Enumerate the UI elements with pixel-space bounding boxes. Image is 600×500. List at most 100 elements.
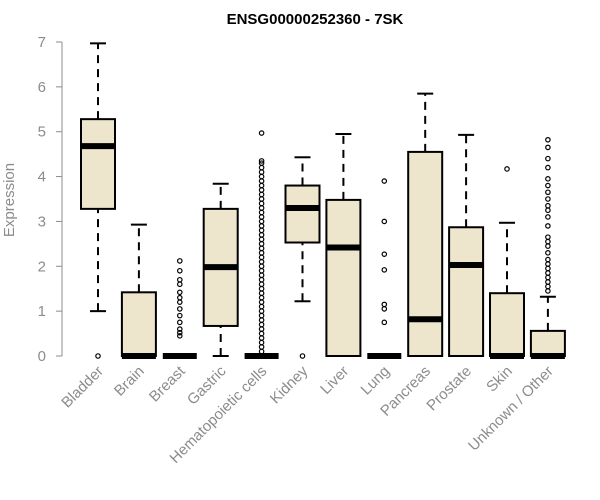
outlier-point [545,243,551,249]
outlier-point [545,265,551,272]
outlier-point [545,136,551,143]
outlier-point [545,155,551,162]
iqr-box [284,184,321,244]
outlier-point [177,294,183,301]
outlier-point [177,276,183,283]
iqr-box [120,291,157,357]
outlier-point [545,288,551,294]
outlier-point [258,196,265,202]
iqr-box [80,118,116,210]
x-tick-label: Brain [111,363,148,400]
outlier-point [258,335,265,341]
outlier-point [381,251,388,257]
outlier-point [545,196,551,202]
y-tick-label: 2 [38,258,46,275]
outlier-point [258,232,265,238]
outlier-point [258,164,265,171]
outlier-point [177,267,183,274]
box-liver [325,132,362,357]
outlier-point [258,223,265,229]
outlier-point [545,214,551,220]
outlier-point [545,261,551,267]
iqr-box [489,292,525,358]
outlier-point [258,160,265,166]
box-hematopoietic-cells [244,130,279,359]
outlier-point [545,238,551,245]
outlier-point [258,308,265,314]
outlier-point [258,241,265,247]
outlier-point [177,299,183,305]
outlier-point [381,218,388,225]
outlier-point [258,182,265,189]
y-tick-label: 5 [38,124,46,141]
outlier-point [545,164,551,171]
outlier-point [258,285,265,292]
box-gastric [202,182,239,357]
outlier-point [545,223,551,229]
outlier-point [545,279,551,285]
x-tick-label: Skin [483,363,516,396]
outlier-point [258,236,265,243]
outlier-point [258,317,265,323]
outlier-point [258,218,265,225]
outlier-point [177,281,183,288]
y-tick-label: 4 [38,169,46,186]
x-tick-label: Liver [317,363,352,398]
outlier-point [258,187,265,193]
y-tick-label: 6 [38,79,46,96]
box-breast [162,258,197,359]
outlier-point [258,209,265,216]
box-pancreas [407,92,444,357]
outlier-point [545,250,551,256]
outlier-point [258,267,265,274]
outlier-point [545,182,551,189]
outlier-point [177,326,183,332]
outlier-point [258,263,265,270]
x-tick-label: Kidney [267,362,312,407]
outlier-point [258,205,265,211]
outlier-point [258,169,265,175]
box-unknown-other [529,136,566,359]
outlier-point [258,272,265,279]
outlier-point [258,254,265,261]
outlier-point [545,274,551,281]
outlier-point [545,176,551,182]
outlier-point [177,329,183,336]
box-brain [120,223,157,359]
box-prostate [448,133,485,357]
outlier-point [545,202,551,209]
y-axis-ticks: 0 1 2 3 4 5 6 7 [38,34,62,365]
outlier-point [545,283,551,290]
outlier-point [258,299,265,305]
x-tick-label: Lung [358,363,394,399]
chart-title: ENSG00000252360 - 7SK [227,11,404,28]
y-tick-label: 1 [38,303,46,320]
outlier-point [258,258,265,265]
x-tick-label: Prostate [423,363,475,415]
outlier-point [258,294,265,301]
outlier-point [258,290,265,297]
outlier-point [545,189,551,196]
outlier-point [258,245,265,252]
outlier-point [381,319,388,326]
iqr-box [325,198,362,357]
outlier-point [258,200,265,207]
box-bladder [80,42,116,359]
outlier-point [381,267,388,273]
outlier-point [381,178,388,184]
outlier-point [258,330,265,337]
outlier-point [258,173,265,180]
y-tick-label: 0 [38,348,46,365]
outlier-point [258,326,265,332]
outlier-point [381,301,388,308]
outlier-point [258,281,265,288]
outlier-point [177,319,183,326]
outlier-point [545,207,551,214]
x-tick-label: Breast [146,362,189,405]
outlier-point [258,321,265,328]
iqr-box [529,329,566,358]
outlier-point [545,256,551,263]
outlier-point [258,227,265,234]
